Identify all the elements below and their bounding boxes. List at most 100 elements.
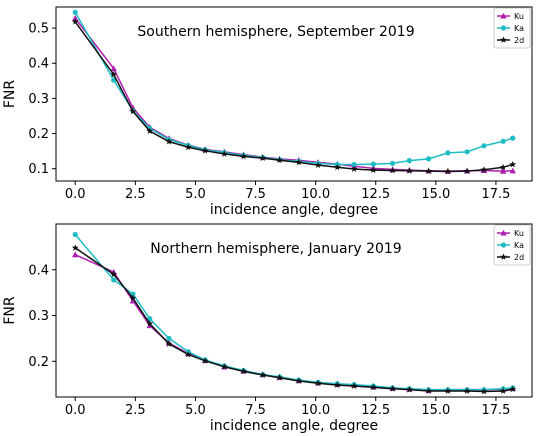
data-point-2d [184, 350, 192, 358]
data-point-2d [350, 165, 358, 172]
data-point-Ka [351, 161, 357, 168]
data-point-Ka [389, 160, 396, 167]
x-tick-label: 2.5 [125, 187, 146, 202]
series-line-2d [74, 21, 513, 173]
data-point-Ku [509, 167, 516, 174]
data-point-2d [295, 158, 303, 166]
data-point-2d [509, 385, 517, 393]
plot-frame [55, 6, 533, 182]
data-point-2d [129, 107, 137, 115]
data-point-Ka [147, 316, 153, 322]
data-point-2d [220, 150, 228, 157]
legend-marker-Ku [500, 229, 507, 236]
data-point-2d [201, 147, 209, 154]
data-point-2d [444, 387, 452, 394]
x-tick-label: 17.5 [481, 403, 510, 418]
data-point-2d [405, 167, 413, 174]
legend-label-Ka: Ka [514, 24, 524, 33]
data-point-2d [509, 160, 517, 168]
data-point-2d [425, 167, 433, 175]
x-tick-label: 2.5 [125, 403, 146, 418]
data-point-Ka [72, 9, 78, 15]
legend-marker-Ku [500, 12, 507, 19]
legend-marker-Ka [500, 242, 507, 248]
data-point-Ku [72, 15, 79, 21]
legend-marker-Ka [500, 25, 507, 31]
data-point-2d [129, 294, 137, 302]
data-point-2d [314, 379, 322, 387]
y-tick-label: 0.3 [28, 92, 49, 107]
data-point-2d [276, 374, 283, 381]
x-tick-label: 7.5 [245, 187, 266, 202]
x-tick-label: 0.0 [65, 187, 86, 202]
series-line-2d [74, 247, 513, 393]
data-point-2d [499, 387, 507, 394]
y-tick-label: 0.2 [28, 127, 49, 142]
data-point-2d [276, 156, 283, 164]
y-axis-label: FNR [2, 296, 18, 325]
data-point-2d [389, 385, 396, 392]
data-point-Ka [111, 277, 117, 283]
x-axis-label: incidence angle, degree [210, 418, 378, 434]
data-point-2d [71, 244, 79, 251]
legend-marker-2d [500, 253, 507, 260]
data-point-2d [480, 166, 488, 173]
series-line-Ka [74, 11, 514, 166]
series-line-Ku [74, 17, 513, 172]
data-point-2d [295, 377, 303, 384]
chart-panel-2: 0.0 2.5 5.0 7.5 10.0 12.5 15.0 17.5 0.2 0.3 0.4 inc… [2, 223, 533, 434]
data-point-2d [369, 383, 377, 391]
x-tick-label: 12.5 [361, 187, 390, 202]
x-tick-label: 10.0 [301, 403, 330, 418]
legend-label-Ka: Ka [514, 241, 524, 250]
x-tick-label: 5.0 [185, 403, 206, 418]
data-point-Ku [72, 251, 79, 258]
y-tick-label: 0.1 [28, 162, 49, 177]
data-point-2d [389, 166, 396, 174]
data-point-2d [220, 363, 228, 370]
data-point-2d [165, 138, 173, 145]
legend-label-Ku: Ku [514, 229, 524, 238]
x-tick-label: 10.0 [301, 187, 330, 202]
x-tick-label: 17.5 [481, 187, 510, 202]
data-point-Ku [499, 167, 507, 174]
data-point-2d [259, 154, 267, 162]
data-point-Ku [146, 322, 153, 329]
data-point-2d [165, 340, 173, 347]
data-point-2d [333, 381, 341, 389]
y-axis-label: FNR [2, 80, 18, 109]
x-tick-label: 12.5 [361, 403, 390, 418]
data-point-2d [405, 386, 413, 393]
data-point-Ka [510, 135, 516, 141]
data-point-Ka [445, 150, 451, 156]
data-point-2d [333, 163, 341, 171]
data-point-2d [463, 387, 471, 394]
chart-title: Northern hemisphere, January 2019 [150, 241, 401, 257]
x-tick-label: 15.0 [421, 187, 450, 202]
data-point-Ku [110, 65, 117, 72]
data-point-Ka [481, 143, 487, 149]
data-point-2d [425, 387, 433, 394]
data-point-2d [71, 18, 79, 25]
data-point-Ka [166, 335, 172, 342]
data-point-Ka [426, 156, 432, 162]
legend-marker-2d [500, 36, 507, 43]
y-tick-label: 0.4 [28, 263, 49, 278]
data-point-2d [499, 163, 507, 171]
data-point-Ka [406, 158, 412, 164]
data-point-2d [463, 167, 471, 175]
x-tick-label: 5.0 [185, 187, 206, 202]
data-point-2d [480, 387, 488, 395]
data-point-Ka [500, 138, 506, 144]
data-point-2d [146, 320, 154, 327]
data-point-2d [240, 367, 247, 375]
legend-label-2d: 2d [514, 36, 524, 45]
data-point-2d [314, 161, 322, 169]
legend-label-Ku: Ku [514, 12, 524, 21]
series-line-Ku [74, 253, 513, 391]
chart-panel-1: 0.0 2.5 5.0 7.5 10.0 12.5 15.0 17.5 0.1 0.2 0.3 0.4… [2, 6, 533, 218]
data-point-Ka [130, 291, 136, 297]
legend-label-2d: 2d [514, 253, 524, 262]
data-point-2d [201, 357, 209, 364]
